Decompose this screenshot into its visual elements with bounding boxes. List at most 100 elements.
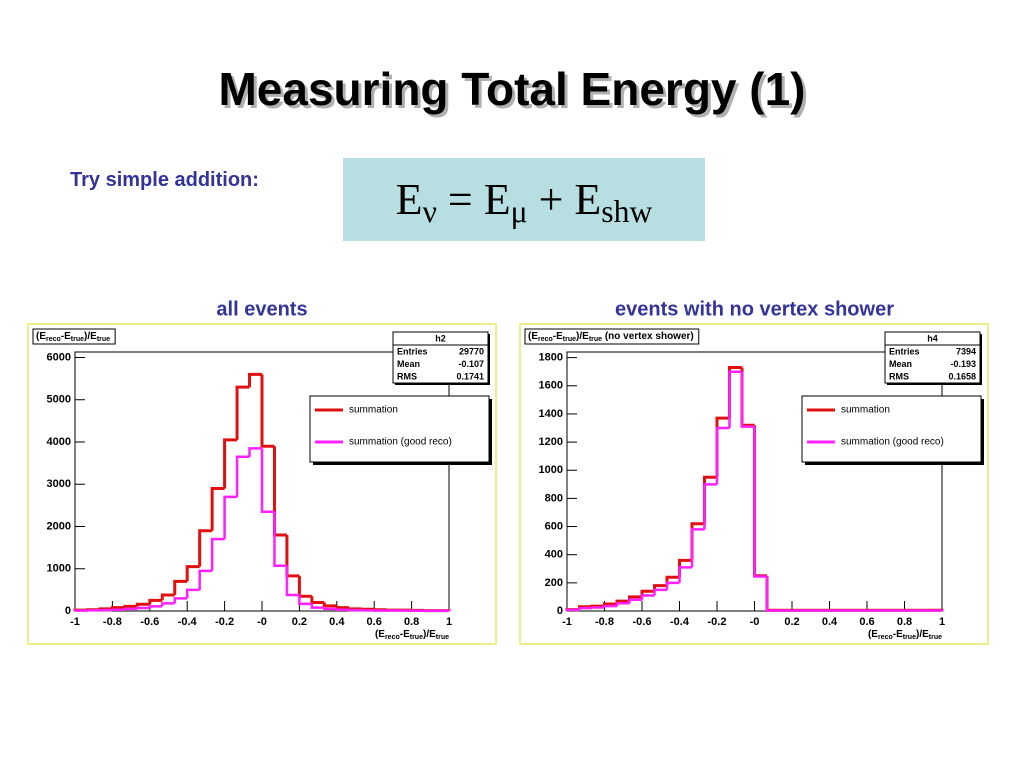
histogram-bin xyxy=(185,588,200,599)
text-part: )/E xyxy=(84,331,97,342)
histogram-bin xyxy=(728,370,742,429)
y-tick-label: 1600 xyxy=(539,380,563,392)
chart-caption: all events xyxy=(216,298,307,320)
histogram-bin xyxy=(136,606,150,610)
y-tick-label: 1800 xyxy=(539,352,563,364)
y-tick-label: 400 xyxy=(545,549,563,561)
stats-label: RMS xyxy=(889,371,909,381)
histogram-bin xyxy=(223,438,238,489)
histogram-bin xyxy=(248,447,262,457)
histogram-bin xyxy=(690,528,705,568)
stats-label: Entries xyxy=(889,346,920,356)
histogram-bin xyxy=(223,495,238,540)
equation-part: E xyxy=(395,175,423,224)
histogram-bin xyxy=(248,372,262,388)
histogram-bin xyxy=(135,602,150,607)
text-part: )/E xyxy=(423,629,436,640)
histogram-bin xyxy=(210,486,225,531)
y-tick-label: 6000 xyxy=(47,351,71,363)
histogram-bin xyxy=(703,483,717,530)
histogram-title: (Ereco-Etrue)/Etrue (no vertex shower) xyxy=(528,331,694,344)
histogram-bin xyxy=(260,448,275,513)
histogram-bin xyxy=(198,529,213,567)
stats-label: RMS xyxy=(397,371,417,381)
y-tick-label: 200 xyxy=(545,577,563,589)
y-tick-label: 0 xyxy=(557,605,563,617)
histogram-bin xyxy=(323,607,337,611)
histogram-bin xyxy=(628,598,642,604)
x-tick-label: 0.8 xyxy=(404,616,419,628)
equation-part: + E xyxy=(527,175,602,224)
x-tick-label: -0.4 xyxy=(178,616,198,628)
x-tick-label: -0.8 xyxy=(103,616,122,628)
histogram-bin xyxy=(285,565,300,597)
x-tick-label: -0.4 xyxy=(670,616,690,628)
subscript: true xyxy=(589,336,602,343)
text-part: )/E xyxy=(576,331,589,342)
y-tick-label: 1400 xyxy=(539,408,563,420)
histogram-title: (Ereco-Etrue)/Etrue xyxy=(36,331,110,344)
histogram-bin xyxy=(578,606,592,610)
legend-label: summation xyxy=(841,405,890,416)
histogram-bin xyxy=(298,594,312,606)
histogram-bin xyxy=(235,455,250,497)
text-part: -E xyxy=(61,331,71,342)
text-part: -E xyxy=(400,629,410,640)
histogram-bin xyxy=(715,426,730,485)
y-tick-label: 3000 xyxy=(47,478,71,490)
stats-value: 29770 xyxy=(459,346,484,356)
stats-value: 0.1741 xyxy=(456,371,484,381)
stats-value: 7394 xyxy=(956,346,976,356)
legend-label: summation xyxy=(349,405,398,416)
subscript: true xyxy=(71,336,84,343)
text-part: (E xyxy=(36,331,46,342)
stats-name: h4 xyxy=(927,333,938,343)
y-tick-label: 1000 xyxy=(47,563,71,575)
x-tick-label: -0.2 xyxy=(708,616,727,628)
x-axis-label: (Ereco-Etrue)/Etrue xyxy=(868,629,942,642)
y-tick-label: 800 xyxy=(545,492,563,504)
histogram-bin xyxy=(161,602,175,607)
intro-text: Try simple addition: xyxy=(70,169,259,191)
stats-box xyxy=(392,331,489,384)
histogram-bin xyxy=(653,588,667,596)
x-axis-label: (Ereco-Etrue)/Etrue xyxy=(375,629,449,642)
text-part: (no vertex shower) xyxy=(602,331,694,342)
legend-label: summation (good reco) xyxy=(841,437,944,448)
subscript: true xyxy=(410,634,423,641)
histogram-bin xyxy=(310,596,325,605)
x-tick-label: -0.6 xyxy=(140,616,159,628)
histogram-bin xyxy=(310,603,325,609)
stats-label: Entries xyxy=(397,346,428,356)
x-tick-label: 1 xyxy=(939,616,945,628)
histogram-bin xyxy=(198,569,213,590)
x-tick-label: 0.6 xyxy=(367,616,382,628)
subscript: true xyxy=(903,634,916,641)
histogram-bin xyxy=(603,604,618,608)
histogram-bin xyxy=(565,608,580,612)
histogram-bin xyxy=(273,511,287,568)
histogram-bin xyxy=(123,607,138,611)
y-tick-label: 1000 xyxy=(539,464,563,476)
legend-box xyxy=(309,395,490,463)
equation-subscript: ν xyxy=(422,193,437,229)
histogram-bin xyxy=(148,605,163,609)
stats-box xyxy=(884,331,981,384)
x-tick-label: 0.2 xyxy=(784,616,799,628)
title-box xyxy=(524,328,700,345)
stats-label: Mean xyxy=(397,359,420,369)
text-part: (E xyxy=(528,331,538,342)
equation-part: = E xyxy=(436,175,511,224)
x-tick-label: -0 xyxy=(750,616,760,628)
histogram-bin xyxy=(210,537,225,571)
stats-name: h2 xyxy=(435,333,446,343)
y-tick-label: 4000 xyxy=(47,436,71,448)
histogram-bin xyxy=(765,576,780,612)
stats-label: Mean xyxy=(889,359,912,369)
x-tick-label: -0.8 xyxy=(595,616,614,628)
histogram-bin xyxy=(335,608,350,611)
subscript: reco xyxy=(46,336,61,343)
y-tick-label: 0 xyxy=(65,605,71,617)
histogram-bin xyxy=(347,607,362,611)
